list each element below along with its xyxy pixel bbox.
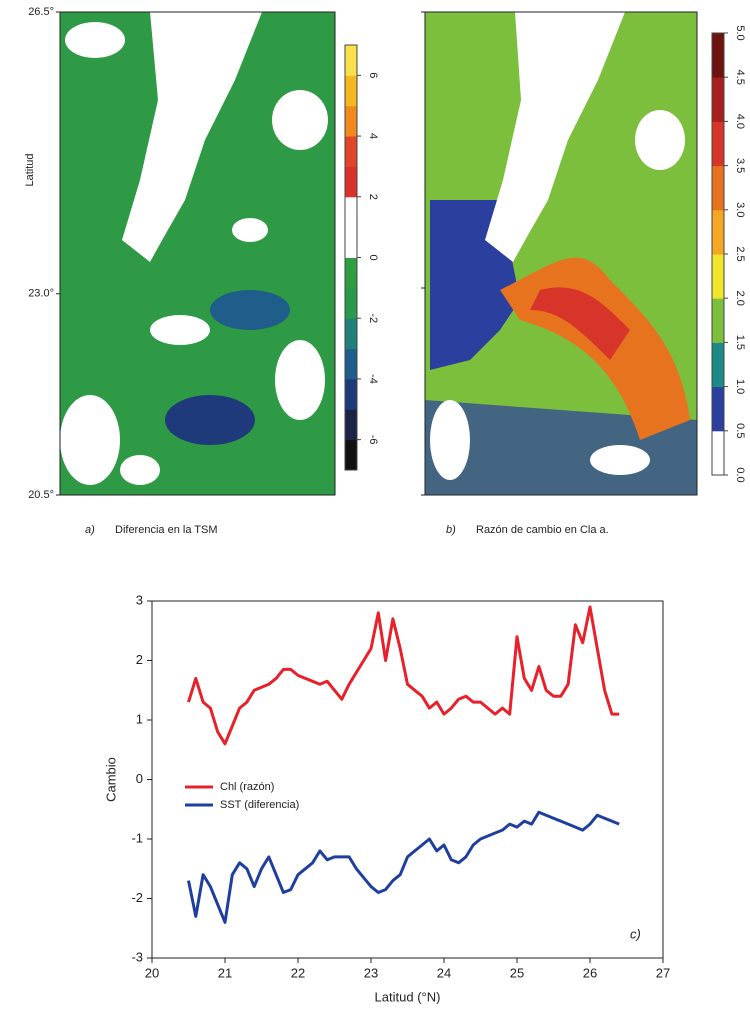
colorbar-tick-label: -6 bbox=[367, 435, 379, 445]
x-tick-label: 24 bbox=[437, 965, 451, 980]
caption: Razón de cambio en Cla a. bbox=[476, 524, 609, 536]
y-tick-label: 20.5° bbox=[28, 489, 54, 501]
colorbar-tick-label: 4.0 bbox=[734, 114, 746, 129]
x-tick-label: 27 bbox=[656, 965, 670, 980]
colorbar-tick-label: 5.0 bbox=[734, 25, 746, 40]
colorbar-tick-label: 4.5 bbox=[734, 70, 746, 85]
colorbar-tick-label: 1.5 bbox=[734, 335, 746, 350]
colorbar-swatch bbox=[345, 196, 357, 228]
x-axis-label: Latitud (°N) bbox=[375, 989, 441, 1004]
colorbar-tick-label: 4 bbox=[367, 133, 379, 139]
colorbar-swatch bbox=[345, 45, 357, 76]
colorbar-tick-label: -4 bbox=[367, 374, 379, 384]
caption: Diferencia en la TSM bbox=[115, 524, 218, 536]
colorbar-tick-label: 2.0 bbox=[734, 291, 746, 306]
map-a-image bbox=[60, 12, 335, 495]
x-tick-label: 26 bbox=[583, 965, 597, 980]
colorbar-swatch bbox=[712, 209, 724, 255]
map-b-image bbox=[425, 12, 697, 495]
colorbar-tick-label: -2 bbox=[367, 313, 379, 323]
colorbar-swatch bbox=[345, 409, 357, 441]
colorbar-tick-label: 2 bbox=[367, 194, 379, 200]
colorbar-swatch bbox=[712, 430, 724, 476]
colorbar-tick-label: 2.5 bbox=[734, 246, 746, 261]
data-line bbox=[187, 810, 620, 924]
colorbar-swatch bbox=[345, 75, 357, 107]
colorbar-swatch bbox=[712, 386, 724, 432]
x-tick-label: 23 bbox=[364, 965, 378, 980]
y-axis-label: Latitud bbox=[24, 153, 36, 186]
legend-label: SST (diferencia) bbox=[220, 799, 299, 811]
colorbar-swatch bbox=[345, 378, 357, 410]
colorbar-swatch bbox=[712, 298, 724, 343]
x-tick-label: 20 bbox=[145, 965, 159, 980]
colorbar-swatch bbox=[345, 227, 357, 258]
colorbar-swatch bbox=[345, 439, 357, 471]
colorbar-swatch bbox=[345, 257, 357, 289]
colorbar-tick-label: 3.5 bbox=[734, 158, 746, 173]
data-line bbox=[187, 605, 620, 746]
x-tick-label: 22 bbox=[291, 965, 305, 980]
colorbar-swatch bbox=[712, 254, 724, 299]
colorbar-tick-label: 6 bbox=[367, 72, 379, 78]
panel-label: a) bbox=[85, 524, 95, 536]
x-tick-label: 25 bbox=[510, 965, 524, 980]
colorbar-swatch bbox=[345, 318, 357, 350]
map-frames bbox=[59, 11, 698, 496]
y-tick-label: 1 bbox=[136, 711, 143, 726]
y-axis-label: Cambio bbox=[103, 757, 118, 802]
y-tick-label: -1 bbox=[131, 830, 143, 845]
colorbar-tick-label: 0.0 bbox=[734, 467, 746, 482]
y-tick-label: 3 bbox=[136, 592, 143, 607]
colorbar-tick-label: 3.0 bbox=[734, 202, 746, 217]
colorbar-tick-label: 1.0 bbox=[734, 379, 746, 394]
panel-label: b) bbox=[446, 524, 456, 536]
colorbar-swatch bbox=[712, 342, 724, 388]
colorbar-swatch bbox=[712, 33, 724, 78]
colorbar-tick-label: 0.5 bbox=[734, 423, 746, 438]
colorbar-swatch bbox=[345, 348, 357, 380]
y-tick-label: 0 bbox=[136, 771, 143, 786]
y-tick-label: 26.5° bbox=[28, 6, 54, 18]
y-tick-label: 2 bbox=[136, 652, 143, 667]
colorbar-swatch bbox=[712, 77, 724, 122]
y-tick-label: -2 bbox=[131, 890, 143, 905]
colorbar-swatch bbox=[345, 136, 357, 167]
legend-label: Chl (razón) bbox=[220, 781, 274, 793]
y-tick-label: -3 bbox=[131, 949, 143, 964]
colorbar-tick-label: 0 bbox=[367, 254, 379, 260]
colorbar-swatch bbox=[345, 287, 357, 319]
x-tick-label: 21 bbox=[218, 965, 232, 980]
colorbar-swatch bbox=[712, 121, 724, 167]
colorbar-swatch bbox=[345, 166, 357, 198]
colorbar-swatch bbox=[712, 165, 724, 211]
annotation: c) bbox=[630, 926, 641, 941]
y-tick-label: 23.0° bbox=[28, 288, 54, 300]
colorbar-swatch bbox=[345, 105, 357, 137]
